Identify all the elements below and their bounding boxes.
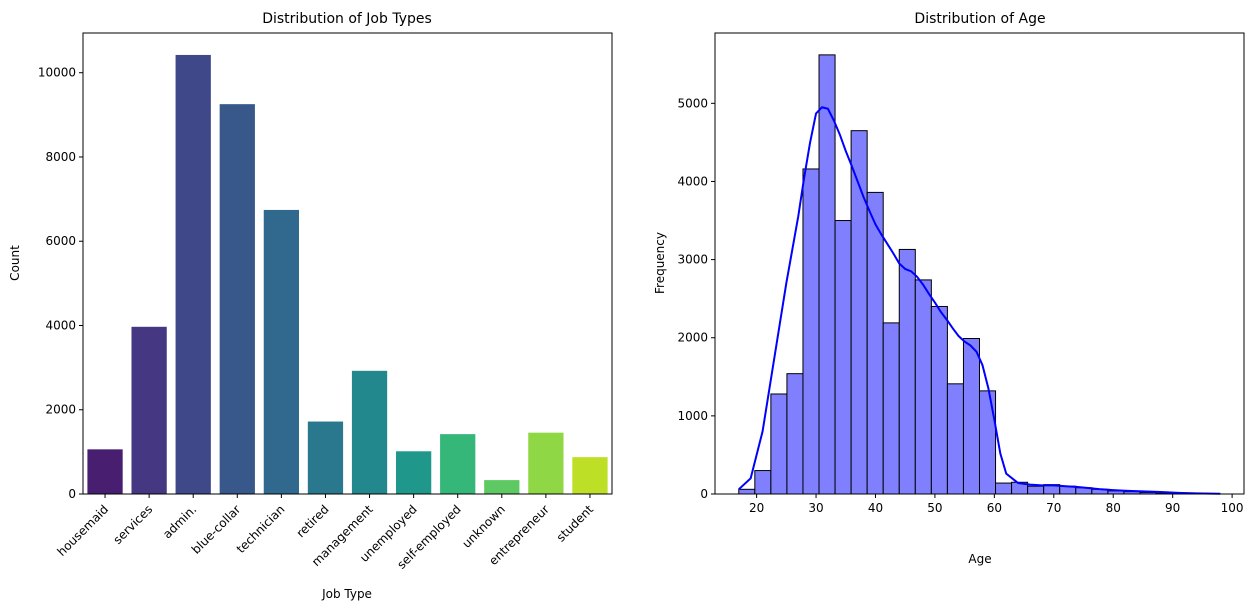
y-tick-label: 0 [700,487,708,501]
histogram-bar [818,54,836,495]
y-tick-label: 3000 [677,253,708,267]
x-tick-label: 60 [987,501,1002,515]
x-tick-label: 30 [808,501,823,515]
histogram-bar [995,482,1013,495]
histogram-bar [754,470,772,495]
x-tick-label: 20 [749,501,764,515]
bar-retired [307,421,344,494]
x-tick-label: 50 [927,501,942,515]
bar-unknown [484,480,520,494]
x-tick-label: housemaid [54,502,111,559]
y-tick-label: 6000 [45,234,76,248]
histogram-bar [786,373,804,495]
x-tick-label: student [554,502,597,545]
histogram-bar [866,191,884,495]
bar-admin. [175,54,211,495]
x-ticks: housemaid services admin.blue-collartechni… [54,494,596,572]
y-tick-label: 1000 [677,409,708,423]
histogram-bar [802,168,820,495]
chart-title: Distribution of Age [914,11,1045,27]
histogram-marks [738,54,1221,495]
plot-frame [82,32,613,495]
bar-technician [263,209,300,494]
bar-housemaid [87,449,123,494]
x-tick-label: services [111,502,156,547]
y-tick-label: 4000 [45,318,76,332]
x-tick-label: admin. [160,502,199,541]
x-ticks: 20 30 40 50 60 70 80 90 100 [749,494,1244,515]
histogram-bar [1027,485,1045,495]
histogram-bar [770,393,788,495]
histogram-bar [882,322,900,495]
bar-blue-collar [219,104,255,494]
histogram-bar [914,279,932,495]
y-tick-label: 8000 [45,150,76,164]
plot-frame [714,32,1245,495]
job-types-chart: Distribution of Job Types 0 2000 4000 6000 8… [8,11,613,601]
y-axis-label: Count [8,245,22,281]
x-tick-label: retired [294,502,332,540]
x-axis-label: Age [968,552,991,566]
y-tick-label: 2000 [677,331,708,345]
histogram-bar [898,248,916,495]
y-tick-label: 10000 [38,66,76,80]
y-tick-label: 2000 [45,403,76,417]
bar-marks [87,54,608,495]
histogram-bar [946,383,964,495]
x-tick-label: 40 [868,501,883,515]
bar-management [351,370,388,494]
y-tick-label: 0 [68,487,76,501]
x-axis-label: Job Type [321,587,372,601]
y-tick-label: 5000 [677,96,708,110]
x-tick-label: technician [234,502,288,556]
bar-student [572,457,608,494]
histogram-bar [834,220,852,495]
histogram-bar [738,488,756,495]
age-histogram-chart: Distribution of Age 01000200030004000500… [653,11,1245,566]
histogram-bar [979,390,997,495]
y-axis-label: Frequency [653,232,667,294]
y-ticks: 0 2000 4000 6000 8000 10000 [38,66,83,501]
x-tick-label: 80 [1106,501,1121,515]
y-tick-label: 4000 [677,174,708,188]
bar-services [131,326,167,494]
bar-entrepreneur [528,432,564,494]
bar-unemployed [395,451,432,494]
x-tick-label: 100 [1221,501,1244,515]
kde-line [738,106,1221,495]
y-ticks: 0 1000 2000 3000 4000 5000 [677,96,715,501]
bar-self-employed [440,434,476,494]
x-tick-label: 70 [1046,501,1061,515]
histogram-bar [930,305,948,495]
x-tick-label: 90 [1165,501,1180,515]
chart-title: Distribution of Job Types [262,11,432,27]
histogram-bar [962,338,980,495]
